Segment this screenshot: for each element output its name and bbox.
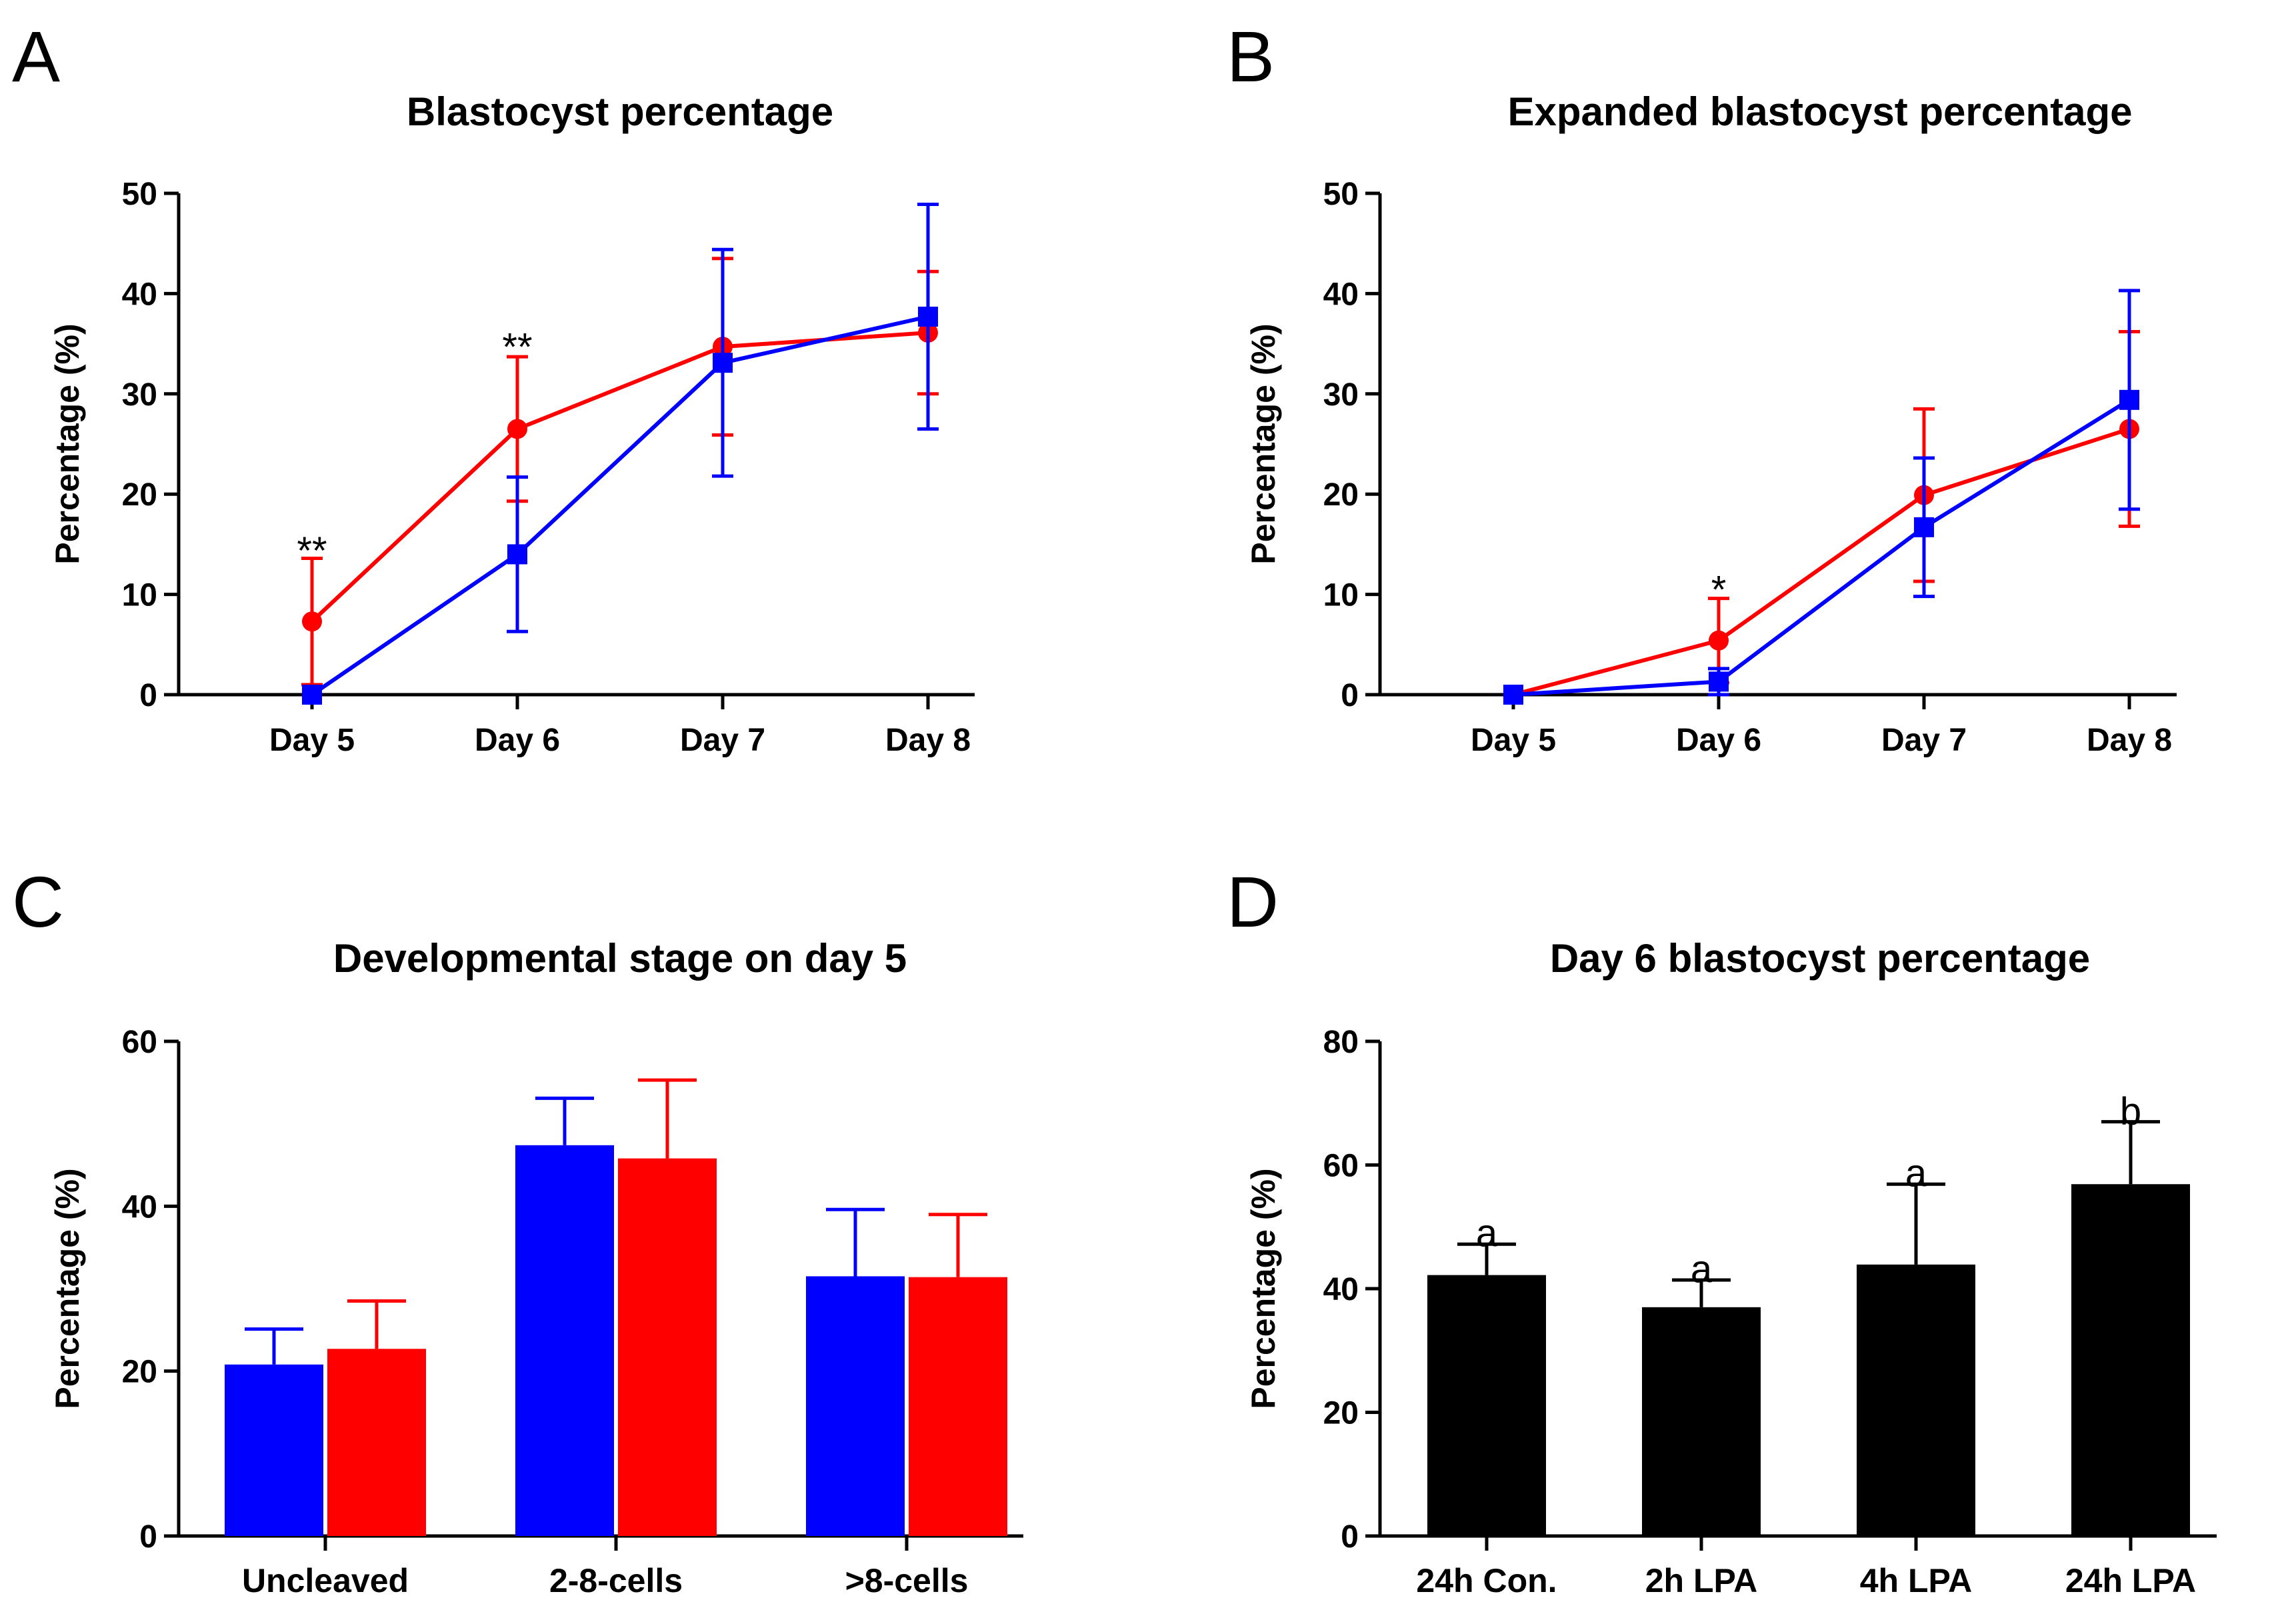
significance-label: a (1905, 1152, 1927, 1195)
x-tick-label: Day 7 (1881, 723, 1967, 758)
bar (327, 1349, 426, 1536)
x-tick-label: Day 8 (2087, 723, 2172, 758)
x-tick-label: Day 5 (1471, 723, 1556, 758)
series-blue-series (302, 203, 939, 705)
x-tick-label: 24h Con. (1416, 1562, 1557, 1599)
data-point (302, 685, 322, 705)
y-tick-label: 20 (122, 1355, 157, 1390)
series-blue-series (225, 1096, 905, 1536)
significance-label: a (1691, 1247, 1713, 1291)
y-tick-label: 0 (1341, 678, 1359, 713)
y-tick-label: 40 (1323, 277, 1359, 312)
chart-title: Expanded blastocyst percentage (1508, 89, 2133, 134)
series-red-series (301, 257, 939, 687)
panel-c: C Developmental stage on day 5 Percentage … (12, 861, 1023, 1599)
y-tick-label: 20 (1323, 1396, 1359, 1431)
data-point (1914, 517, 1934, 537)
series-red-series (327, 1078, 1007, 1536)
y-tick-label: 20 (1323, 477, 1359, 513)
significance-label: * (1711, 569, 1727, 612)
y-tick-label: 80 (1323, 1025, 1359, 1060)
panel-letter: D (1227, 861, 1279, 942)
significance-label: a (1476, 1212, 1498, 1255)
chart-title: Day 6 blastocyst percentage (1550, 936, 2090, 981)
x-tick-label: 24h LPA (2065, 1562, 2196, 1599)
bar (1642, 1307, 1761, 1536)
y-tick-label: 40 (122, 1189, 157, 1225)
data-point (507, 419, 527, 439)
y-axis-title: Percentage (%) (1245, 1168, 1282, 1409)
y-tick-label: 40 (1323, 1272, 1359, 1307)
data-point (1709, 630, 1729, 651)
chart-title: Blastocyst percentage (407, 89, 833, 134)
x-tick-label: >8-cells (845, 1562, 969, 1599)
x-tick-label: 4h LPA (1860, 1562, 1973, 1599)
y-tick-label: 40 (122, 277, 157, 312)
bar (515, 1145, 614, 1536)
series-line (311, 315, 929, 697)
bar (618, 1158, 717, 1536)
y-tick-label: 50 (1323, 177, 1359, 212)
panel-b: B Expanded blastocyst percentage Percentag… (1227, 16, 2177, 758)
x-tick-label: 2-8-cells (549, 1562, 683, 1599)
y-tick-label: 0 (139, 678, 157, 713)
data-point (507, 544, 527, 565)
y-tick-label: 0 (1341, 1519, 1359, 1555)
series-blue-series (1503, 289, 2140, 705)
data-point (1503, 685, 1523, 705)
significance-label: b (2120, 1090, 2141, 1133)
data-point (302, 611, 322, 632)
series-line (1513, 427, 2130, 697)
series-red-series (1503, 330, 2140, 705)
x-tick-label: Day 6 (1676, 723, 1761, 758)
bar (1857, 1264, 1975, 1536)
significance-label: ** (297, 529, 327, 573)
bar (806, 1276, 905, 1536)
data-point (2119, 389, 2139, 410)
panel-letter: C (12, 861, 64, 942)
y-tick-label: 20 (122, 477, 157, 513)
series-black-series (1427, 1120, 2190, 1536)
significance-label: ** (502, 326, 532, 369)
x-tick-label: Day 7 (680, 723, 765, 758)
panel-letter: A (12, 16, 60, 97)
panel-d: D Day 6 blastocyst percentage Percentage (… (1227, 861, 2217, 1599)
bar (2071, 1184, 2190, 1536)
data-point (713, 353, 733, 373)
x-tick-label: Uncleaved (242, 1562, 409, 1599)
x-tick-label: Day 6 (475, 723, 560, 758)
panel-letter: B (1227, 16, 1275, 97)
x-tick-label: Day 8 (885, 723, 971, 758)
y-tick-label: 60 (122, 1025, 157, 1060)
y-tick-label: 50 (122, 177, 157, 212)
y-axis-title: Percentage (%) (1245, 323, 1282, 564)
y-tick-label: 30 (122, 377, 157, 413)
y-tick-label: 30 (1323, 377, 1359, 413)
chart-title: Developmental stage on day 5 (333, 936, 907, 981)
y-tick-label: 0 (139, 1519, 157, 1555)
panel-a: A Blastocyst percentage Percentage (%) 0 10 2… (12, 16, 975, 758)
y-axis-title: Percentage (%) (49, 323, 86, 564)
bar (225, 1364, 323, 1536)
series-line (310, 331, 929, 623)
data-point (918, 306, 938, 327)
y-tick-label: 10 (122, 578, 157, 613)
x-tick-label: 2h LPA (1645, 1562, 1758, 1599)
bar (1427, 1275, 1546, 1536)
series-line (1513, 398, 2131, 697)
y-axis-title: Percentage (%) (49, 1168, 86, 1409)
bar (909, 1277, 1007, 1536)
data-point (1709, 671, 1729, 692)
y-tick-label: 60 (1323, 1149, 1359, 1184)
x-tick-label: Day 5 (269, 723, 355, 758)
y-tick-label: 10 (1323, 578, 1359, 613)
